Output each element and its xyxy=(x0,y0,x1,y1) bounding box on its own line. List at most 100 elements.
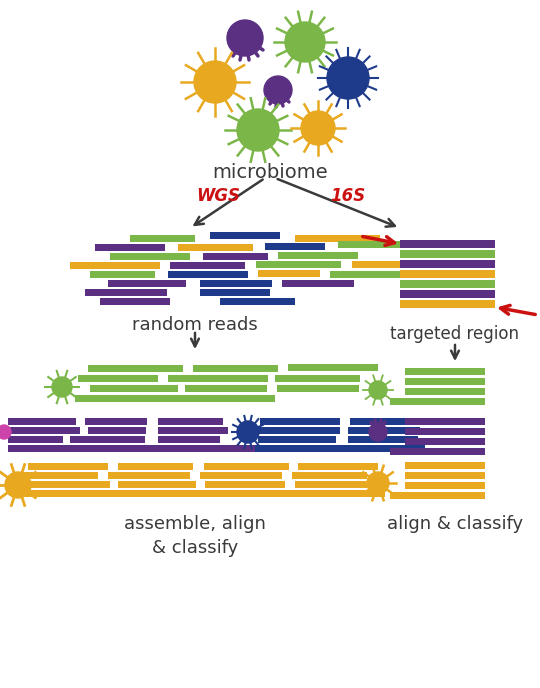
Bar xyxy=(200,472,282,479)
Bar xyxy=(405,482,485,489)
Bar xyxy=(295,235,380,242)
Bar xyxy=(185,385,267,392)
Bar xyxy=(400,280,495,288)
Bar xyxy=(220,298,295,305)
Bar xyxy=(390,492,485,499)
Bar xyxy=(348,436,418,443)
Bar xyxy=(88,365,183,372)
Circle shape xyxy=(227,20,263,56)
Circle shape xyxy=(0,425,11,439)
Bar xyxy=(258,436,336,443)
Bar xyxy=(295,481,373,488)
Bar xyxy=(203,253,268,260)
Circle shape xyxy=(369,423,387,441)
Bar xyxy=(75,395,275,402)
Bar xyxy=(25,481,110,488)
Circle shape xyxy=(301,111,335,145)
Bar xyxy=(78,375,158,382)
Bar xyxy=(255,445,425,452)
Bar xyxy=(158,436,220,443)
Bar xyxy=(200,289,270,296)
Bar xyxy=(260,418,340,425)
Bar xyxy=(348,427,420,434)
Bar xyxy=(255,427,340,434)
Bar xyxy=(90,385,178,392)
Bar xyxy=(85,289,167,296)
Bar xyxy=(28,463,108,470)
Bar xyxy=(256,261,341,268)
Bar xyxy=(275,375,360,382)
Bar xyxy=(8,427,80,434)
Bar xyxy=(265,243,325,250)
Bar xyxy=(158,427,228,434)
Bar xyxy=(90,271,155,278)
Circle shape xyxy=(237,109,279,151)
Bar xyxy=(405,462,485,469)
Text: 16S: 16S xyxy=(330,187,366,205)
Bar xyxy=(200,280,272,287)
Bar xyxy=(8,418,76,425)
Bar xyxy=(405,378,485,385)
Circle shape xyxy=(52,377,72,397)
Bar xyxy=(70,262,160,269)
Circle shape xyxy=(369,381,387,399)
Text: assemble, align
& classify: assemble, align & classify xyxy=(124,515,266,557)
Bar xyxy=(100,298,170,305)
Bar xyxy=(405,428,485,435)
Bar xyxy=(178,244,253,251)
Bar xyxy=(282,280,354,287)
Bar xyxy=(405,388,485,395)
Circle shape xyxy=(5,472,31,498)
Bar xyxy=(108,472,190,479)
Text: targeted region: targeted region xyxy=(390,325,519,343)
Text: WGS: WGS xyxy=(196,187,240,205)
Bar xyxy=(158,418,223,425)
Text: random reads: random reads xyxy=(132,316,258,334)
Bar xyxy=(405,438,485,445)
Bar xyxy=(405,368,485,375)
Bar xyxy=(405,472,485,479)
Bar xyxy=(350,418,425,425)
Bar xyxy=(400,250,495,258)
Text: microbiome: microbiome xyxy=(212,163,328,182)
Text: align & classify: align & classify xyxy=(387,515,523,533)
Bar xyxy=(352,261,417,268)
Bar xyxy=(400,240,495,248)
Circle shape xyxy=(237,421,259,443)
Bar xyxy=(292,472,367,479)
Circle shape xyxy=(264,76,292,104)
Bar xyxy=(204,463,289,470)
Bar xyxy=(170,262,245,269)
Bar xyxy=(15,490,385,497)
Bar xyxy=(400,270,495,278)
Bar xyxy=(400,260,495,268)
Bar xyxy=(277,385,359,392)
Bar xyxy=(298,463,378,470)
Circle shape xyxy=(194,61,236,103)
Bar xyxy=(85,418,147,425)
Bar xyxy=(400,300,495,308)
Bar xyxy=(88,427,146,434)
Bar xyxy=(210,232,280,239)
Bar xyxy=(400,290,495,298)
Bar xyxy=(130,235,195,242)
Bar xyxy=(8,445,258,452)
Bar xyxy=(118,463,193,470)
Circle shape xyxy=(367,472,389,494)
Bar xyxy=(338,241,413,248)
Bar xyxy=(70,436,145,443)
Bar xyxy=(118,481,196,488)
Bar xyxy=(205,481,285,488)
Bar xyxy=(20,472,98,479)
Bar xyxy=(390,448,485,455)
Bar xyxy=(390,398,485,405)
Bar xyxy=(108,280,186,287)
Circle shape xyxy=(327,57,369,99)
Bar xyxy=(193,365,278,372)
Bar xyxy=(330,271,410,278)
Bar xyxy=(168,271,248,278)
Bar xyxy=(8,436,63,443)
Bar xyxy=(258,270,320,277)
Bar xyxy=(168,375,268,382)
Bar xyxy=(110,253,190,260)
